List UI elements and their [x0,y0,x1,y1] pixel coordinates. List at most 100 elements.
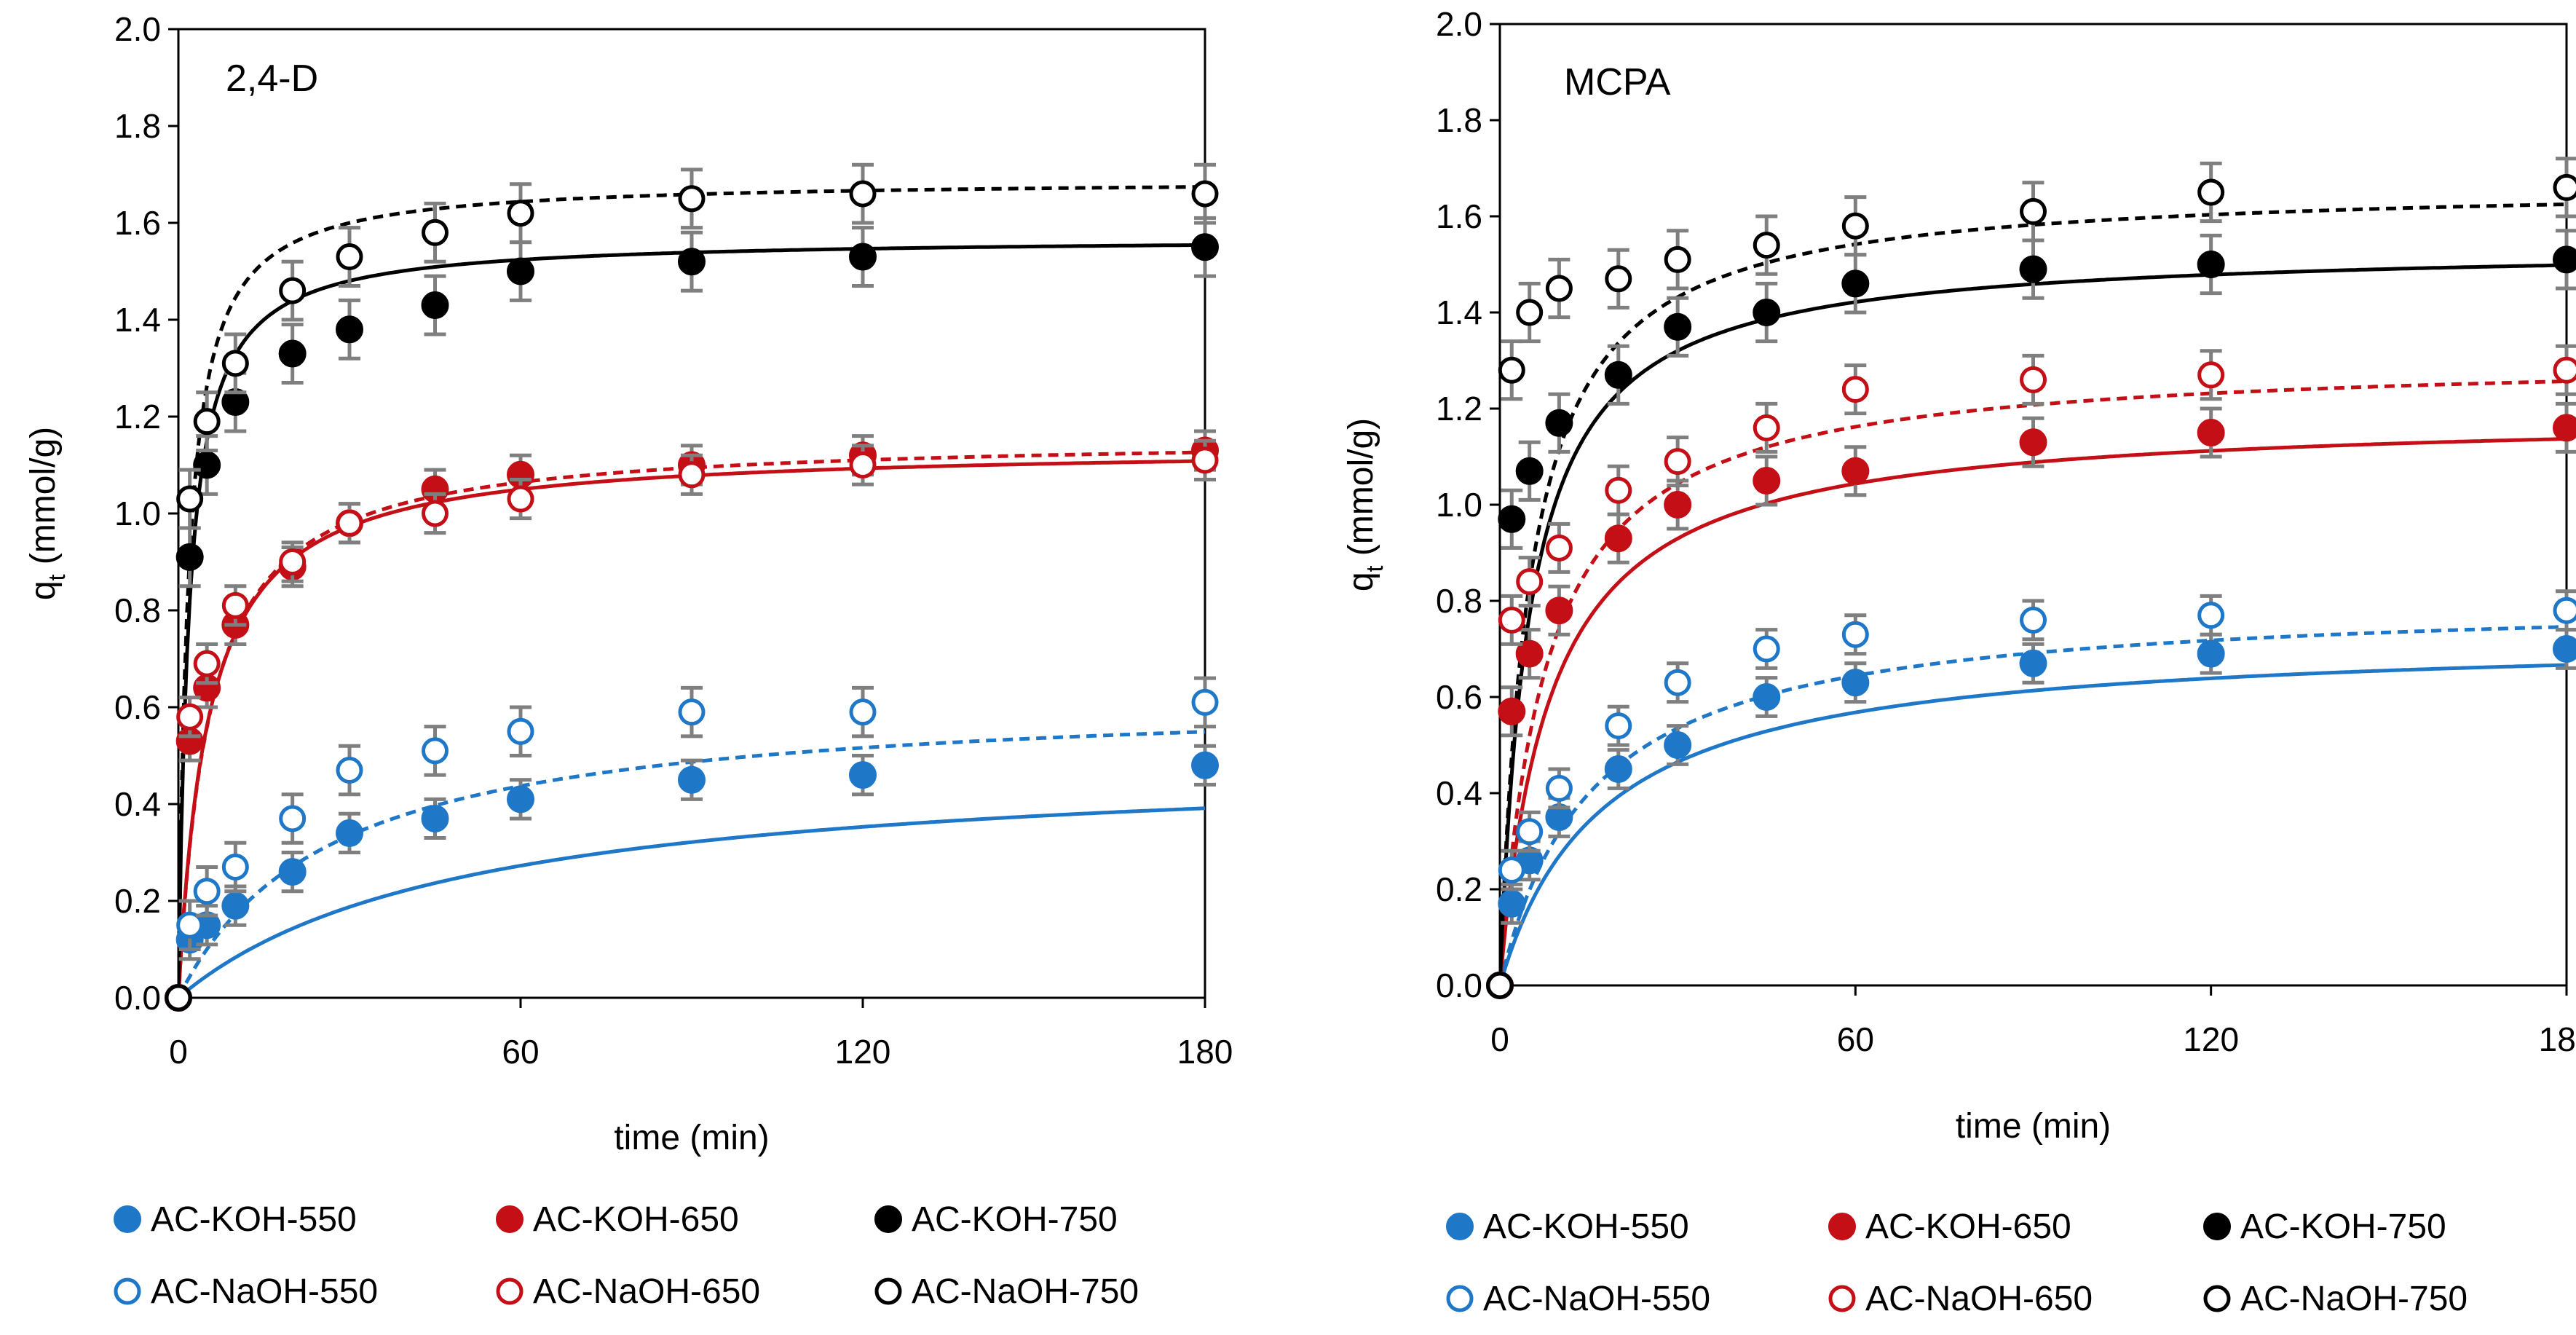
chart-title: MCPA [1564,61,1671,103]
data-point-ac-naoh-750 [678,185,706,213]
data-point-ac-koh-750 [2553,245,2576,274]
data-point-ac-koh-650 [2197,419,2225,446]
data-point-ac-naoh-750 [165,984,192,1012]
y-axis-label: qt (mmol/g) [24,427,70,600]
data-point-ac-naoh-550 [1753,635,1780,663]
y-tick-label: 1.0 [1436,486,1482,524]
data-point-ac-koh-550 [1604,755,1632,783]
data-point-ac-koh-750 [678,248,706,276]
legend-label: AC-KOH-650 [1865,1208,2071,1246]
data-point-ac-naoh-550 [221,853,249,881]
data-point-ac-koh-550 [1664,731,1692,759]
data-point-ac-koh-750 [2019,255,2047,283]
y-axis-label-subscript: t [1362,565,1388,572]
y-tick-label: 1.6 [1436,197,1482,235]
x-tick-label: 180 [2539,1020,2576,1058]
data-point-ac-koh-750 [1498,505,1526,533]
x-axis-label: time (min) [1956,1107,2111,1146]
data-point-ac-koh-750 [1841,269,1870,298]
legend-label: AC-KOH-650 [533,1200,739,1239]
data-point-ac-naoh-750 [849,180,877,208]
data-point-ac-naoh-550 [176,911,204,939]
chart-panel-mcpa: 0.0 0.2 0.4 0.6 0.8 1.0 1.2 1.4 1.6 1.8 2.0 0 60 120 1… [1342,5,2576,1318]
data-point-ac-koh-750 [1515,457,1544,485]
y-tick-label: 0.4 [1436,774,1482,812]
fit-curve-ac-naoh-750 [1500,202,2567,985]
data-point-ac-naoh-550 [1545,774,1573,802]
data-point-ac-koh-750 [421,291,449,320]
data-point-ac-koh-650 [1545,596,1573,625]
data-point-ac-koh-650 [1753,467,1781,495]
y-tick-label: 1.2 [114,398,161,436]
legend-label: AC-NaOH-750 [2240,1280,2468,1318]
data-point-ac-naoh-750 [1191,180,1219,208]
y-tick-label: 0.2 [114,882,161,920]
data-point-ac-naoh-650 [2553,356,2576,384]
plot-frame [1498,23,2568,987]
data-point-ac-koh-650 [2553,414,2576,442]
data-point-ac-naoh-650 [1841,376,1869,403]
data-point-ac-naoh-750 [1516,299,1544,326]
data-point-ac-naoh-550 [1664,669,1691,696]
data-point-ac-koh-550 [1498,889,1526,918]
data-point-ac-koh-750 [849,243,877,271]
data-point-ac-naoh-750 [422,218,449,246]
data-point-ac-koh-650 [1498,697,1526,725]
y-axis-label-unit: (mmol/g) [1342,418,1380,566]
legend-label: AC-NaOH-750 [912,1272,1139,1311]
legend-marker-ac-koh-650 [496,1205,524,1233]
data-point-ac-koh-550 [678,765,706,794]
fit-curve-ac-naoh-650 [178,450,1205,998]
y-tick-label: 0.8 [1436,582,1482,620]
data-point-ac-naoh-750 [336,243,363,271]
legend-marker-ac-koh-750 [2203,1213,2231,1240]
data-point-ac-naoh-650 [2020,366,2047,393]
legend-marker-ac-naoh-650 [496,1277,524,1305]
data-point-ac-naoh-550 [2020,606,2047,634]
y-axis-label-symbol: q [1342,572,1380,591]
data-point-ac-naoh-650 [2197,361,2225,389]
data-point-ac-naoh-650 [193,650,221,677]
legend-label: AC-NaOH-550 [151,1272,378,1311]
data-point-ac-naoh-650 [849,452,877,479]
data-point-ac-naoh-750 [1498,356,1525,384]
x-tick-label: 120 [2183,1020,2239,1058]
data-point-ac-naoh-750 [221,350,249,377]
y-tick-label: 0.0 [1436,966,1482,1004]
data-point-ac-naoh-750 [1486,972,1514,999]
y-tick-label: 1.8 [114,107,161,145]
legend-marker-ac-naoh-650 [1828,1285,1856,1312]
data-point-ac-naoh-550 [507,717,534,745]
data-point-ac-naoh-550 [2553,596,2576,624]
chart-panel-2-4-d: 0.0 0.2 0.4 0.6 0.8 1.0 1.2 1.4 1.6 1.8 2.0 0 60 120 1… [24,10,1233,1311]
y-tick-label: 0.6 [1436,678,1482,716]
data-point-ac-naoh-550 [1605,712,1632,740]
legend-label: AC-KOH-750 [912,1200,1118,1239]
data-point-ac-naoh-550 [193,878,221,905]
data-point-ac-naoh-750 [2553,173,2576,201]
y-tick-label: 2.0 [1436,5,1482,43]
data-point-ac-naoh-650 [221,591,249,619]
chart-title: 2,4-D [226,58,318,100]
data-point-ac-koh-750 [336,315,363,344]
y-tick-label: 0.2 [1436,870,1482,908]
data-point-ac-koh-550 [336,819,363,847]
data-point-ac-naoh-550 [849,698,877,726]
y-tick-label: 0.8 [114,591,161,629]
x-tick-label: 0 [169,1033,188,1071]
data-point-ac-koh-550 [2197,639,2225,668]
legend-marker-ac-koh-550 [1446,1213,1474,1240]
y-tick-label: 1.4 [1436,294,1482,331]
y-tick-label: 1.2 [1436,390,1482,428]
data-point-ac-naoh-750 [1753,232,1780,259]
y-tick-label: 0.6 [114,688,161,726]
legend-label: AC-KOH-550 [1483,1208,1689,1246]
data-point-ac-koh-750 [2197,251,2225,278]
data-point-ac-naoh-550 [1498,856,1525,884]
data-point-ac-koh-550 [421,804,449,832]
legend-marker-ac-koh-550 [114,1205,141,1233]
data-point-ac-naoh-650 [1498,606,1525,634]
x-tick-label: 0 [1490,1020,1509,1058]
data-point-ac-koh-650 [1664,491,1692,519]
